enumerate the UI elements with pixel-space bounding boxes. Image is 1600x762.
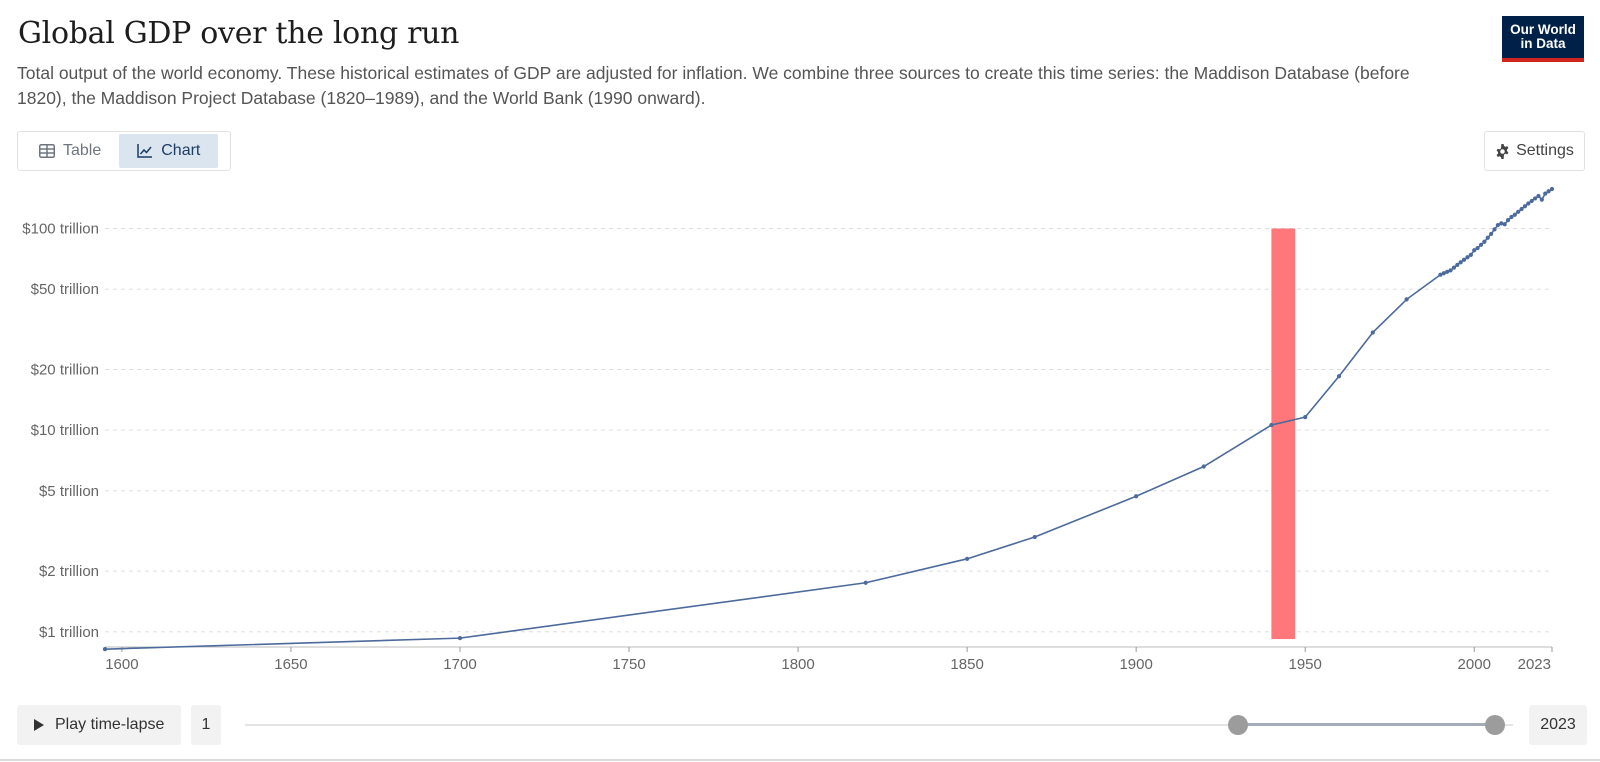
data-point[interactable]	[1201, 464, 1206, 469]
data-point[interactable]	[1519, 206, 1524, 212]
highlight-band	[1271, 228, 1296, 640]
timeline-end-handle[interactable]	[1485, 715, 1505, 735]
chart-title: Global GDP over the long run	[18, 16, 460, 51]
table-icon	[39, 144, 55, 158]
data-point[interactable]	[1529, 198, 1534, 204]
series-line[interactable]	[104, 188, 1553, 650]
y-tick-label: $20 trillion	[31, 361, 99, 378]
data-point[interactable]	[1526, 201, 1531, 206]
data-point[interactable]	[1492, 227, 1497, 232]
line-chart-icon	[137, 144, 153, 158]
data-point[interactable]	[1475, 245, 1480, 251]
y-tick-label: $50 trillion	[31, 281, 99, 298]
x-tick-label: 1700	[443, 656, 476, 673]
timeline-selected-range[interactable]	[1241, 723, 1495, 726]
y-tick-label: $10 trillion	[31, 422, 99, 439]
view-tabs: Table Chart	[17, 131, 231, 171]
chart-subtitle: Total output of the world economy. These…	[17, 63, 1410, 108]
start-year-label[interactable]: 1	[191, 705, 221, 745]
data-point[interactable]	[965, 556, 970, 561]
data-point[interactable]	[1482, 239, 1487, 244]
data-point[interactable]	[1370, 330, 1375, 335]
bottom-divider	[0, 759, 1600, 761]
data-point[interactable]	[1512, 212, 1517, 217]
x-tick-label: 1900	[1119, 656, 1152, 673]
play-icon	[34, 719, 44, 731]
y-tick-label: $5 trillion	[39, 483, 99, 500]
end-year-label[interactable]: 2023	[1529, 705, 1587, 745]
data-point[interactable]	[1269, 422, 1274, 428]
logo-line-1: Our World	[1510, 22, 1576, 37]
y-tick-label: $1 trillion	[39, 624, 99, 641]
x-tick-label: 1650	[274, 656, 307, 673]
x-tick-label: 1950	[1289, 656, 1322, 673]
gdp-line-chart: $1 trillion $2 trillion $5 trillion $10 tri…	[22, 186, 1555, 673]
data-point[interactable]	[1472, 248, 1477, 253]
tab-chart-label: Chart	[161, 142, 201, 159]
data-point[interactable]	[1032, 534, 1037, 540]
data-point[interactable]	[102, 647, 108, 652]
data-point[interactable]	[1532, 196, 1538, 201]
data-point[interactable]	[1522, 204, 1528, 209]
data-point[interactable]	[1516, 209, 1521, 214]
data-point[interactable]	[1438, 272, 1443, 277]
data-point[interactable]	[1549, 186, 1555, 192]
grid-layer	[105, 228, 1552, 633]
gear-icon	[1496, 143, 1509, 159]
data-point[interactable]	[1539, 197, 1544, 202]
data-point[interactable]	[1448, 268, 1453, 273]
settings-button[interactable]: Settings	[1484, 131, 1585, 171]
y-axis: $1 trillion $2 trillion $5 trillion $10 tri…	[22, 221, 99, 641]
data-point[interactable]	[1458, 260, 1463, 265]
play-timelapse-label: Play time-lapse	[55, 716, 165, 733]
x-tick-label: 1750	[612, 656, 645, 673]
data-point[interactable]	[1336, 374, 1342, 379]
highlight-layer	[1271, 228, 1296, 640]
y-tick-label: $2 trillion	[39, 563, 99, 580]
data-point[interactable]	[1509, 214, 1514, 220]
data-point[interactable]	[1502, 222, 1507, 227]
data-point[interactable]	[1461, 257, 1467, 262]
data-point[interactable]	[457, 636, 463, 641]
data-point[interactable]	[1404, 297, 1409, 302]
data-point[interactable]	[1303, 415, 1308, 420]
data-point[interactable]	[1441, 271, 1446, 276]
settings-label: Settings	[1516, 142, 1574, 159]
data-point[interactable]	[863, 580, 868, 585]
data-point[interactable]	[1495, 222, 1501, 228]
tab-chart[interactable]: Chart	[119, 134, 219, 168]
logo-line-2: in Data	[1520, 36, 1566, 51]
x-tick-label: 1800	[781, 656, 814, 673]
data-point[interactable]	[1485, 235, 1490, 240]
data-point[interactable]	[1465, 255, 1470, 260]
data-point[interactable]	[1468, 252, 1473, 257]
data-point[interactable]	[1536, 193, 1541, 199]
data-point[interactable]	[1505, 218, 1511, 223]
x-tick-label: 1850	[950, 656, 983, 673]
data-point[interactable]	[1499, 221, 1504, 226]
data-point[interactable]	[1455, 262, 1460, 267]
timeline-start-handle[interactable]	[1228, 715, 1248, 735]
data-point[interactable]	[1489, 231, 1494, 237]
data-point[interactable]	[1478, 242, 1484, 247]
data-point[interactable]	[1543, 191, 1548, 196]
tab-table[interactable]: Table	[21, 134, 119, 168]
play-timelapse-button[interactable]: Play time-lapse	[17, 705, 181, 745]
x-tick-label: 2023	[1518, 656, 1551, 673]
y-tick-label: $100 trillion	[22, 221, 99, 238]
x-axis: 1600 1650 1700 1750 1800 1850 1900 1950 2000 2023	[105, 646, 1553, 673]
x-tick-label: 1600	[105, 656, 138, 673]
data-point[interactable]	[1546, 189, 1551, 194]
timeline-slider-track[interactable]	[245, 724, 1513, 726]
timeline-controls: Play time-lapse 1 2023	[17, 705, 1587, 745]
x-tick-label: 2000	[1458, 656, 1491, 673]
tab-table-label: Table	[63, 142, 102, 159]
series-layer	[102, 186, 1555, 652]
data-point[interactable]	[1451, 265, 1457, 270]
owid-logo[interactable]: Our World in Data	[1502, 16, 1584, 62]
data-point[interactable]	[1134, 494, 1139, 499]
data-point[interactable]	[1445, 269, 1450, 274]
